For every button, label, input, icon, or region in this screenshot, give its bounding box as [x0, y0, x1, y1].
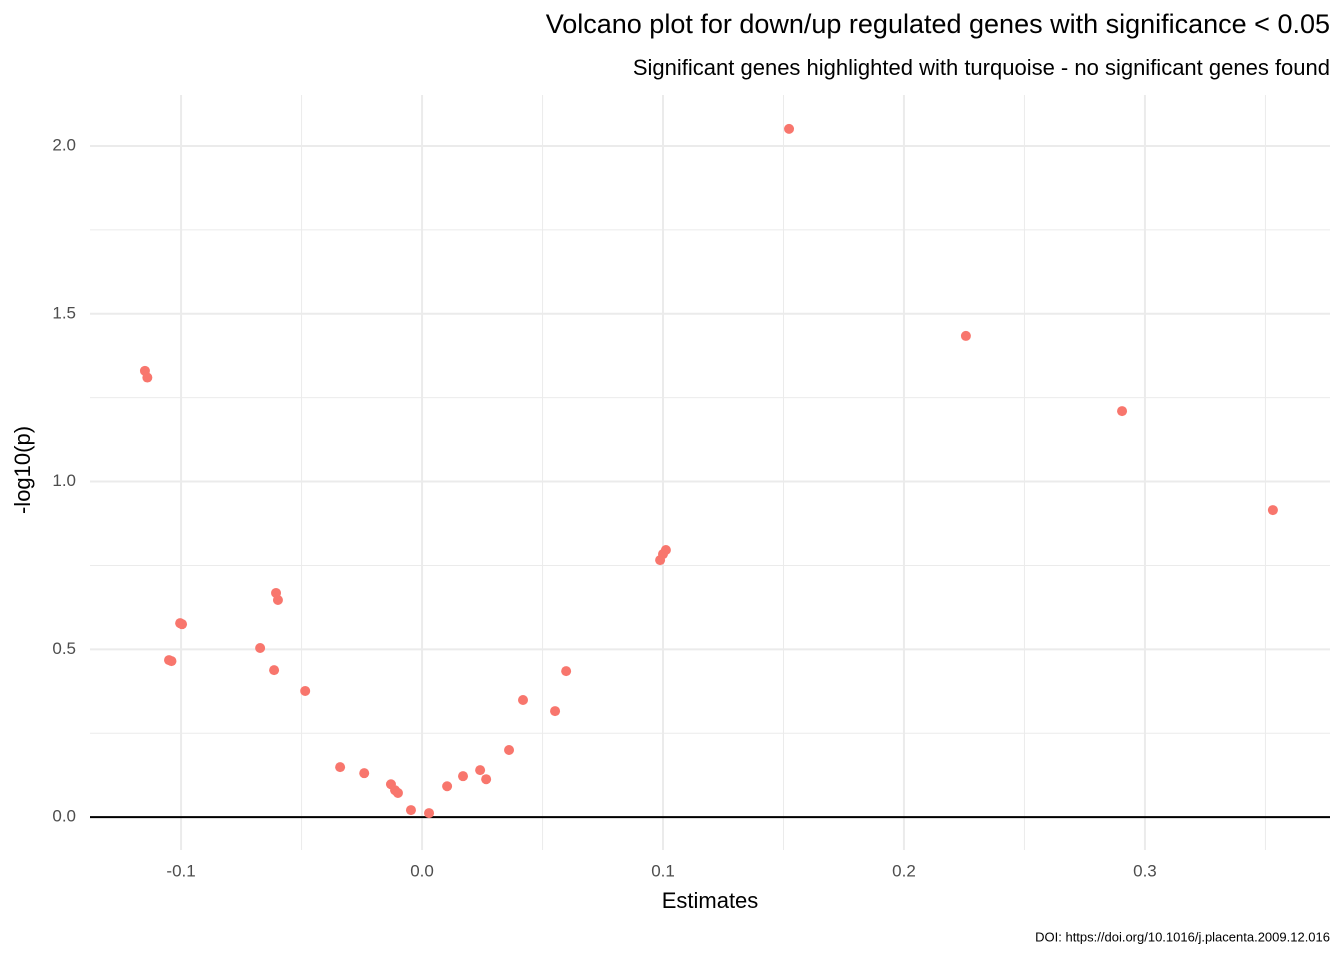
x-tick-label: 0.0	[410, 861, 434, 880]
point	[442, 781, 453, 792]
chart-subtitle: Significant genes highlighted with turqu…	[633, 55, 1330, 80]
point	[1117, 406, 1128, 417]
point	[458, 771, 469, 782]
point	[335, 762, 346, 773]
point	[392, 787, 403, 798]
point	[1267, 505, 1278, 516]
y-tick-label: 1.5	[52, 303, 76, 322]
point	[518, 695, 529, 706]
point	[269, 665, 280, 676]
x-tick-label: 0.1	[651, 861, 675, 880]
point	[300, 685, 311, 696]
point	[359, 768, 370, 779]
point	[960, 330, 971, 341]
x-axis-title: Estimates	[662, 888, 759, 913]
point	[405, 805, 416, 816]
point	[166, 656, 177, 667]
point	[142, 372, 153, 383]
chart-title: Volcano plot for down/up regulated genes…	[546, 9, 1330, 39]
point	[504, 745, 515, 756]
point	[561, 666, 572, 677]
x-tick-label: 0.2	[892, 861, 916, 880]
y-tick-label: 2.0	[52, 135, 76, 154]
caption: DOI: https://doi.org/10.1016/j.placenta.…	[1035, 929, 1330, 944]
point	[177, 619, 188, 630]
y-tick-label: 0.0	[52, 807, 76, 826]
x-tick-label: 0.3	[1133, 861, 1157, 880]
point	[475, 765, 486, 776]
point	[424, 808, 435, 819]
point	[550, 706, 561, 717]
point	[481, 774, 492, 785]
point	[784, 123, 795, 134]
x-tick-label: -0.1	[166, 861, 195, 880]
point	[272, 595, 283, 606]
y-tick-label: 0.5	[52, 639, 76, 658]
y-tick-label: 1.0	[52, 471, 76, 490]
point	[255, 642, 266, 653]
y-axis-title: -log10(p)	[10, 426, 35, 514]
point	[660, 545, 671, 556]
